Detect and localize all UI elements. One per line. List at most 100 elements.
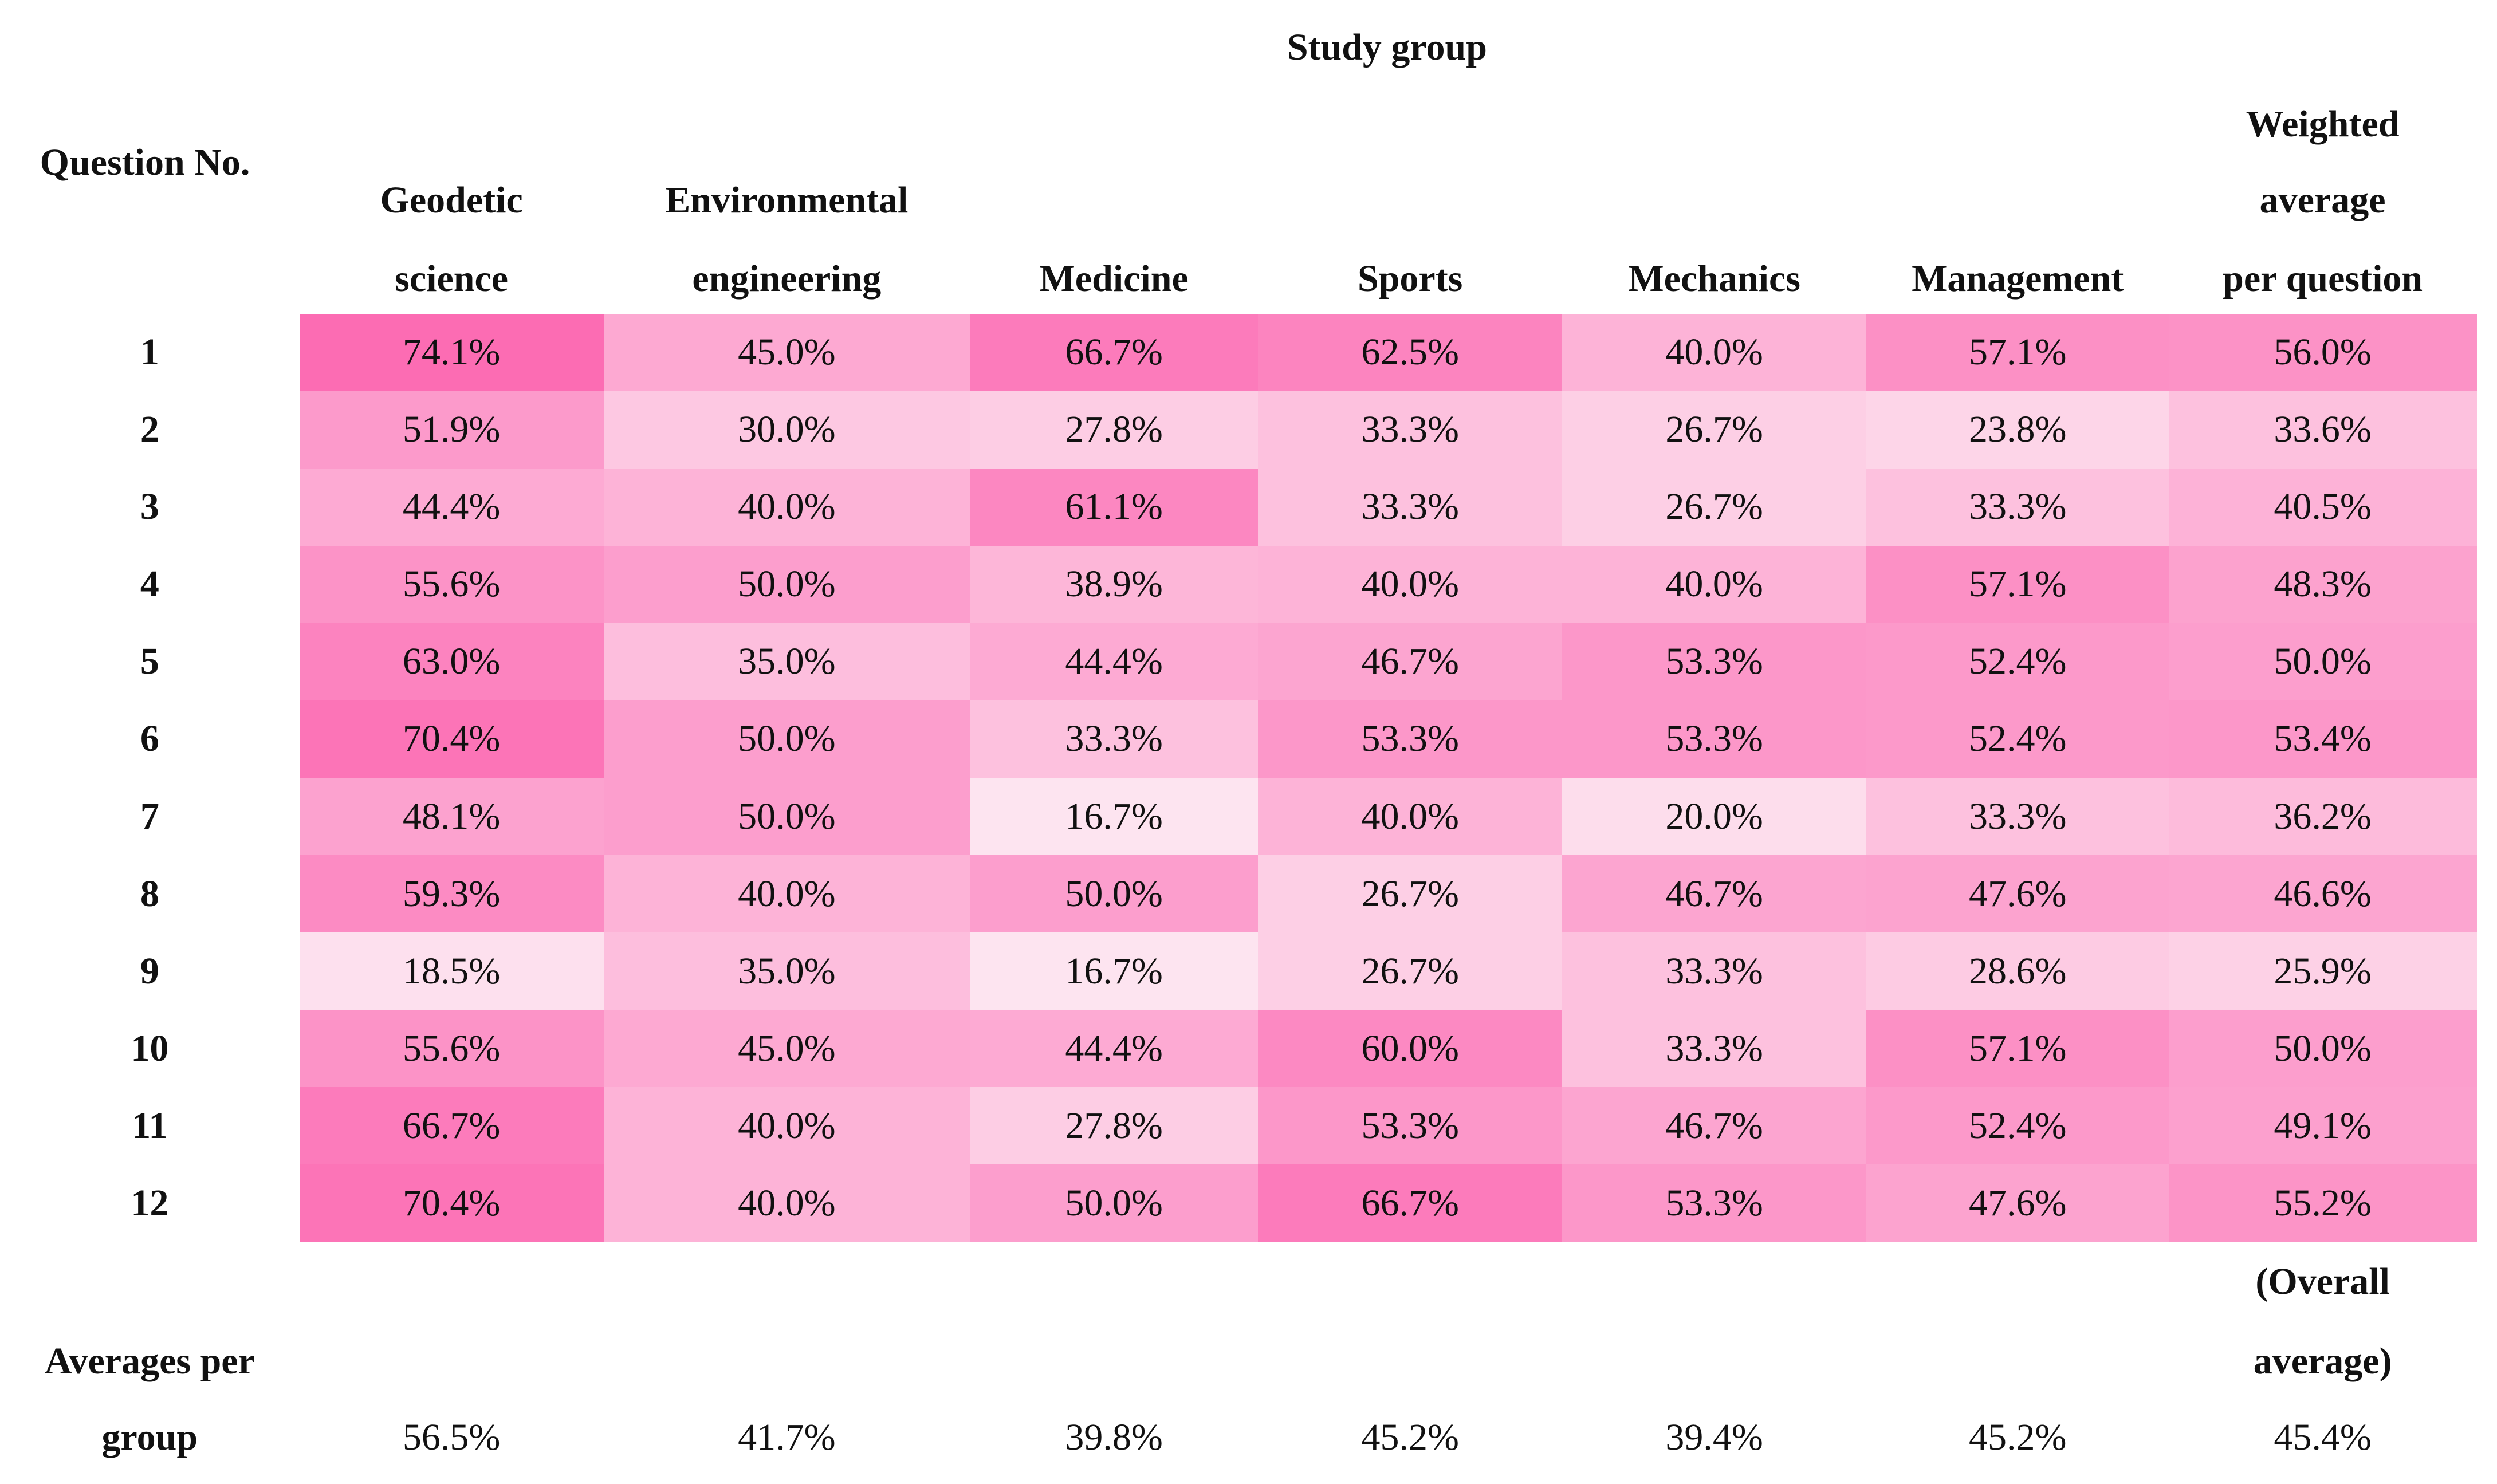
cell-background: [2169, 1164, 2477, 1243]
cell-value: 63.0%: [402, 640, 501, 683]
cell-background: [970, 1164, 1259, 1243]
cell-background: [1258, 778, 1563, 856]
cell-value: 26.7%: [1665, 486, 1763, 528]
cell-value: 26.7%: [1665, 408, 1763, 451]
cell-value: 50.0%: [738, 718, 836, 760]
cell-background: [1562, 313, 1867, 392]
footer-label: Averages per: [44, 1340, 255, 1382]
cell-background: [603, 391, 970, 469]
cell-background: [299, 391, 604, 469]
cell-value: 28.6%: [1969, 950, 2067, 992]
column-header: Weighted: [2246, 103, 2400, 145]
cell-background: [299, 700, 604, 778]
cell-background: [2169, 623, 2477, 701]
group-average: 45.4%: [2274, 1416, 2372, 1459]
row-label: 6: [140, 718, 159, 760]
cell-value: 62.5%: [1361, 331, 1459, 373]
cell-background: [970, 623, 1259, 701]
footer-note: average): [2253, 1340, 2392, 1382]
group-average: 45.2%: [1361, 1416, 1459, 1459]
cell-value: 55.6%: [402, 563, 501, 605]
cell-value: 26.7%: [1361, 872, 1459, 915]
cell-value: 70.4%: [402, 718, 501, 760]
cell-value: 53.3%: [1665, 640, 1763, 683]
cell-background: [299, 778, 604, 856]
cell-value: 52.4%: [1969, 718, 2067, 760]
cell-background: [603, 313, 970, 392]
cell-background: [603, 1164, 970, 1243]
cell-background: [1866, 313, 2170, 392]
cell-value: 26.7%: [1361, 950, 1459, 992]
cell-background: [1866, 932, 2170, 1011]
row-label: 10: [131, 1027, 169, 1069]
cell-background: [1562, 545, 1867, 624]
cell-value: 53.3%: [1361, 718, 1459, 760]
row-label: 8: [140, 872, 159, 915]
column-header: Mechanics: [1628, 257, 1800, 300]
cell-background: [603, 1087, 970, 1166]
cell-background: [1258, 313, 1563, 392]
cell-value: 70.4%: [402, 1182, 501, 1224]
cell-background: [603, 855, 970, 934]
cell-background: [299, 1164, 604, 1243]
cell-background: [970, 700, 1259, 778]
footer-note: (Overall: [2255, 1260, 2390, 1302]
cell-background: [970, 778, 1259, 856]
group-average: 39.8%: [1065, 1416, 1163, 1459]
cell-background: [1866, 623, 2170, 701]
cell-value: 51.9%: [402, 408, 501, 451]
cell-value: 48.3%: [2274, 563, 2372, 605]
cell-background: [603, 932, 970, 1011]
cell-value: 27.8%: [1065, 1104, 1163, 1147]
cell-value: 57.1%: [1969, 1027, 2067, 1069]
cell-value: 40.0%: [738, 486, 836, 528]
cell-value: 35.0%: [738, 640, 836, 683]
cell-value: 61.1%: [1065, 486, 1163, 528]
column-header: per question: [2223, 257, 2423, 300]
cell-background: [1562, 1087, 1867, 1166]
cell-background: [1258, 545, 1563, 624]
cell-value: 44.4%: [1065, 640, 1163, 683]
cell-value: 20.0%: [1665, 795, 1763, 837]
cell-background: [1562, 391, 1867, 469]
column-header: Environmental: [665, 179, 909, 222]
cell-background: [603, 778, 970, 856]
cell-value: 48.1%: [402, 795, 501, 837]
table-title: Study group: [1287, 26, 1487, 69]
cell-value: 45.0%: [738, 1027, 836, 1069]
cell-background: [1258, 623, 1563, 701]
cell-value: 60.0%: [1361, 1027, 1459, 1069]
cell-value: 33.3%: [1665, 950, 1763, 992]
column-header: Sports: [1358, 257, 1463, 300]
cell-background: [1866, 1087, 2170, 1166]
row-label: 1: [140, 331, 159, 373]
cell-background: [970, 313, 1259, 392]
cell-value: 50.0%: [2274, 640, 2372, 683]
cell-value: 52.4%: [1969, 640, 2067, 683]
cell-background: [1866, 700, 2170, 778]
cell-background: [2169, 700, 2477, 778]
cell-value: 30.0%: [738, 408, 836, 451]
cell-background: [299, 313, 604, 392]
cell-value: 46.7%: [1665, 1104, 1763, 1147]
cell-value: 47.6%: [1969, 872, 2067, 915]
cell-value: 45.0%: [738, 331, 836, 373]
cell-value: 66.7%: [1065, 331, 1163, 373]
cell-background: [970, 391, 1259, 469]
cell-background: [1562, 623, 1867, 701]
cell-background: [1258, 1010, 1563, 1088]
cell-value: 23.8%: [1969, 408, 2067, 451]
cell-value: 25.9%: [2274, 950, 2372, 992]
cell-background: [1258, 932, 1563, 1011]
row-label: 3: [140, 486, 159, 528]
cell-value: 33.3%: [1065, 718, 1163, 760]
cell-value: 44.4%: [402, 486, 501, 528]
cell-background: [1258, 1087, 1563, 1166]
cell-background: [2169, 391, 2477, 469]
cell-value: 46.7%: [1361, 640, 1459, 683]
row-label: 2: [140, 408, 159, 451]
row-header: Question No.: [40, 141, 250, 183]
cell-value: 40.0%: [1665, 563, 1763, 605]
cell-value: 33.3%: [1361, 408, 1459, 451]
